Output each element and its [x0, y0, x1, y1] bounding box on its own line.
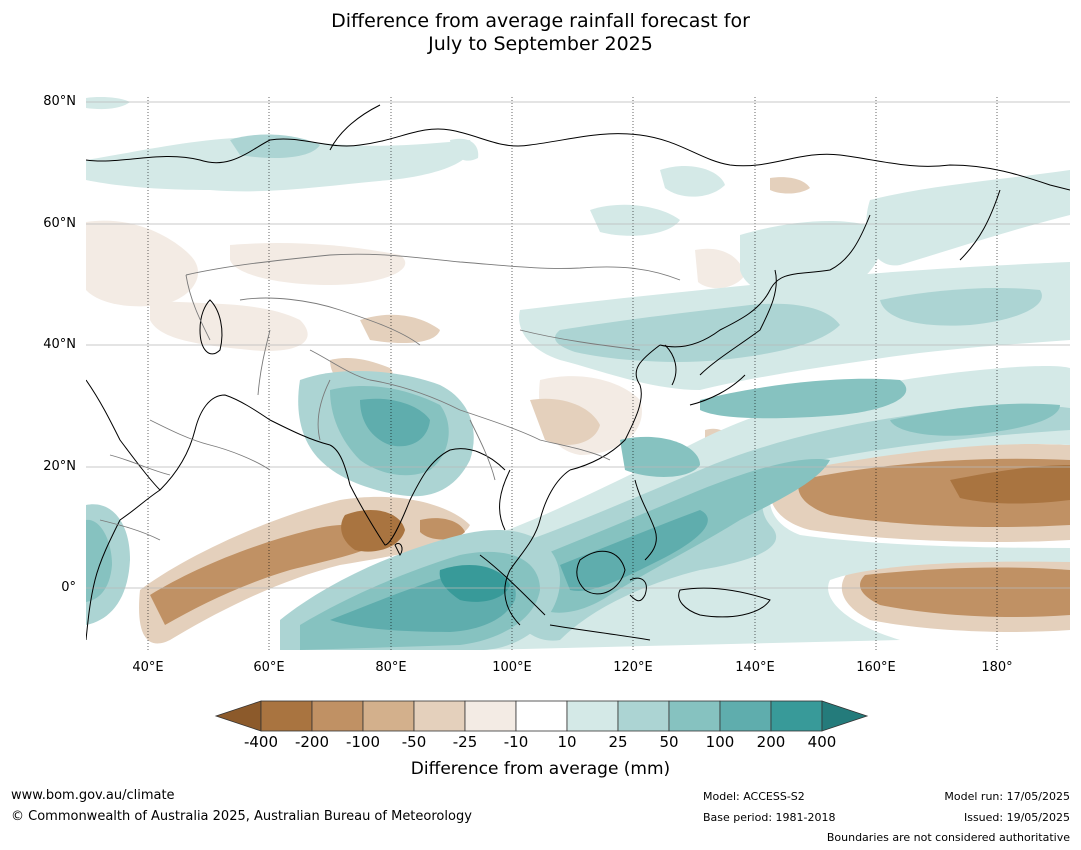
colorbar-swatch: [668, 700, 721, 732]
lon-label: 100°E: [492, 660, 532, 675]
lat-label: 40°N: [43, 337, 76, 352]
country-borders: [99, 253, 681, 541]
colorbar-tick-label: 400: [807, 733, 837, 751]
lon-label: 180°: [981, 660, 1013, 675]
colorbar-swatch: [362, 700, 415, 732]
coastlines: [86, 104, 1070, 641]
lat-label: 0°: [61, 580, 76, 595]
lon-label: 60°E: [253, 660, 285, 675]
lat-label: 60°N: [43, 216, 76, 231]
rainfall-map: [86, 97, 1070, 650]
colorbar-tick-label: 200: [756, 733, 786, 751]
colorbar-swatch: [617, 700, 670, 732]
colorbar-swatch: [515, 700, 568, 732]
colorbar-tick-label: -10: [503, 733, 529, 751]
copyright-text: © Commonwealth of Australia 2025, Austra…: [11, 809, 472, 824]
colorbar-swatch: [464, 700, 517, 732]
issued-text: Issued: 19/05/2025: [963, 811, 1070, 824]
model-text: Model: ACCESS-S2: [703, 790, 805, 803]
colorbar-title: Difference from average (mm): [410, 759, 671, 779]
title-line-2: July to September 2025: [428, 33, 653, 55]
lon-label: 120°E: [613, 660, 653, 675]
base-period-text: Base period: 1981-2018: [703, 811, 836, 824]
colorbar: [214, 700, 869, 732]
disclaimer-text: Boundaries are not considered authoritat…: [826, 831, 1070, 844]
map-title: Difference from average rainfall forecas…: [0, 10, 1081, 56]
website-link[interactable]: www.bom.gov.au/climate: [11, 788, 175, 803]
colorbar-tick-label: 25: [608, 733, 628, 751]
colorbar-tick-label: -25: [452, 733, 478, 751]
colorbar-tick-label: -400: [243, 733, 279, 751]
colorbar-tick-label: -100: [345, 733, 381, 751]
lat-label: 20°N: [43, 459, 76, 474]
colorbar-swatch: [719, 700, 772, 732]
lon-label: 80°E: [375, 660, 407, 675]
colorbar-swatch: [413, 700, 466, 732]
lat-label: 80°N: [43, 94, 76, 109]
title-line-1: Difference from average rainfall forecas…: [331, 10, 750, 32]
colorbar-tick-label: -50: [401, 733, 427, 751]
colorbar-tick-label: 10: [557, 733, 577, 751]
colorbar-tick-label: -200: [294, 733, 330, 751]
lon-label: 140°E: [735, 660, 775, 675]
lon-label: 160°E: [856, 660, 896, 675]
colorbar-swatch: [770, 700, 823, 732]
lon-label: 40°E: [132, 660, 164, 675]
latitude-lines: [86, 101, 1070, 589]
colorbar-swatch: [260, 700, 313, 732]
colorbar-swatch: [566, 700, 619, 732]
model-run-text: Model run: 17/05/2025: [944, 790, 1070, 803]
graticule: [147, 97, 998, 650]
colorbar-tick-label: 100: [705, 733, 735, 751]
colorbar-swatch: [311, 700, 364, 732]
wetter-regions: [86, 97, 1070, 650]
colorbar-max-arrow: [821, 700, 869, 732]
colorbar-tick-label: 50: [659, 733, 679, 751]
colorbar-min-arrow: [214, 700, 262, 732]
map-area: [86, 97, 1070, 650]
